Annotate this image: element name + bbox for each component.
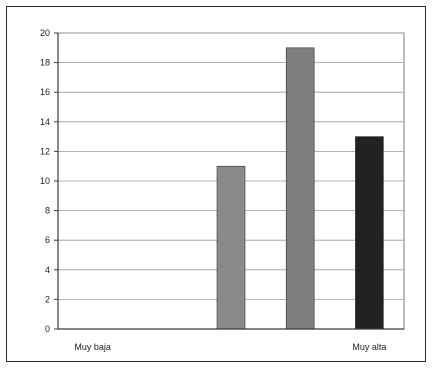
y-axis-ticks: 0 2 4 6 8 10 12 14 16 18 20 bbox=[40, 28, 58, 334]
y-tick-label-14: 14 bbox=[40, 117, 50, 127]
bars bbox=[216, 47, 384, 330]
y-tick-label-0: 0 bbox=[45, 324, 50, 334]
y-tick-label-12: 12 bbox=[40, 146, 50, 156]
bar-5 bbox=[355, 136, 384, 330]
y-tick-label-16: 16 bbox=[40, 87, 50, 97]
y-tick-label-18: 18 bbox=[40, 58, 50, 68]
x-axis-labels: Muy baja Muy alta bbox=[74, 342, 386, 352]
y-tick-label-2: 2 bbox=[45, 294, 50, 304]
y-tick-label-10: 10 bbox=[40, 176, 50, 186]
bar-4 bbox=[285, 47, 315, 330]
y-tick-label-6: 6 bbox=[45, 235, 50, 245]
bar-3 bbox=[216, 165, 246, 330]
y-tick-label-20: 20 bbox=[40, 28, 50, 38]
x-category-label-1: Muy baja bbox=[74, 342, 111, 352]
x-category-label-5: Muy alta bbox=[352, 342, 386, 352]
y-tick-label-4: 4 bbox=[45, 265, 50, 275]
y-tick-label-8: 8 bbox=[45, 206, 50, 216]
